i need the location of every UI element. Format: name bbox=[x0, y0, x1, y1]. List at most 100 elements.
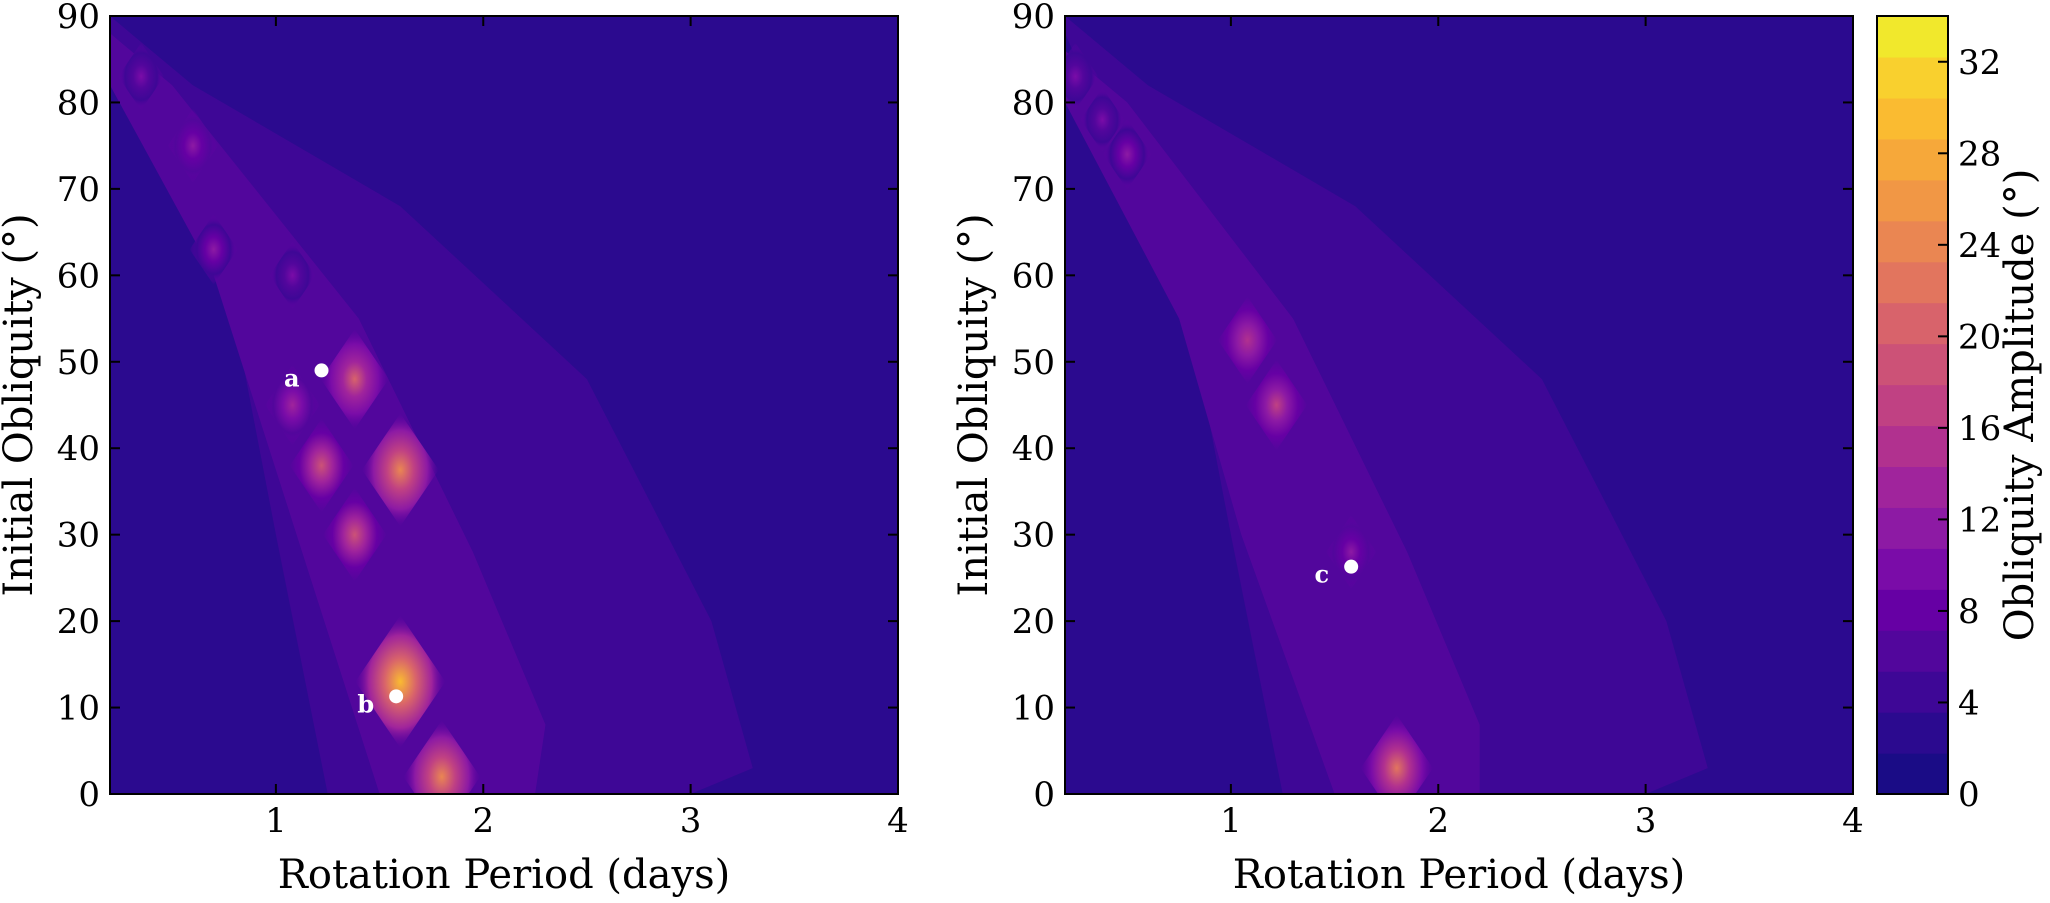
colorbar-band bbox=[1877, 753, 1948, 795]
point-label-a: a bbox=[284, 363, 300, 392]
colorbar-band bbox=[1877, 589, 1948, 631]
colorbar-band bbox=[1877, 712, 1948, 754]
colorbar-band bbox=[1877, 97, 1948, 140]
right-x-axis-label: Rotation Period (days) bbox=[1233, 852, 1685, 898]
contour-hotspot bbox=[167, 108, 219, 183]
contour-hotspot bbox=[189, 214, 238, 285]
y-tick-label: 80 bbox=[1012, 83, 1055, 123]
colorbar-tick-label: 16 bbox=[1958, 409, 2001, 449]
colorbar-band bbox=[1877, 630, 1948, 672]
y-tick-label: 70 bbox=[1012, 170, 1055, 210]
point-b bbox=[389, 689, 404, 704]
y-tick-label: 70 bbox=[57, 170, 100, 210]
contour-hotspot bbox=[1245, 359, 1308, 451]
point-label-c: c bbox=[1315, 560, 1330, 589]
colorbar-band bbox=[1877, 425, 1948, 468]
contour-hotspot bbox=[320, 329, 389, 430]
colorbar-band bbox=[1877, 384, 1948, 427]
left-y-axis-label: Initial Obliquity (°) bbox=[0, 213, 42, 596]
colorbar-band bbox=[1877, 507, 1948, 549]
colorbar-tick-label: 8 bbox=[1958, 592, 1980, 632]
contour-hotspot bbox=[1080, 87, 1125, 152]
colorbar: 0 4 8 12 16 20 24 28 32 Obliquity Amplitude (°) bbox=[1876, 15, 2043, 815]
x-tick-label: 2 bbox=[1427, 801, 1449, 841]
y-tick-label: 40 bbox=[57, 429, 100, 469]
colorbar-band bbox=[1877, 56, 1948, 99]
y-tick-label: 50 bbox=[1012, 343, 1055, 383]
left-points: ab bbox=[284, 363, 404, 718]
y-tick-label: 90 bbox=[57, 0, 100, 37]
x-tick-label: 2 bbox=[472, 801, 494, 841]
y-tick-label: 20 bbox=[57, 602, 100, 642]
contour-hotspot bbox=[289, 418, 354, 513]
contour-level-outer bbox=[1065, 16, 1708, 794]
contour-hotspot bbox=[1065, 42, 1099, 111]
colorbar-tick-label: 12 bbox=[1958, 500, 2001, 540]
contour-hotspot bbox=[355, 615, 446, 748]
colorbar-label: Obliquity Amplitude (°) bbox=[1997, 169, 2043, 642]
y-tick-label: 90 bbox=[1012, 0, 1055, 37]
contour-hotspot bbox=[361, 413, 439, 527]
x-tick-label: 3 bbox=[1635, 801, 1657, 841]
x-tick-label: 1 bbox=[265, 801, 287, 841]
right-points: c bbox=[1315, 559, 1359, 589]
colorbar-tick-label: 28 bbox=[1958, 134, 2001, 174]
left-contour-plot bbox=[110, 16, 898, 794]
y-tick-label: 10 bbox=[1012, 689, 1055, 729]
contour-hotspot bbox=[1326, 514, 1377, 589]
contour-hotspot bbox=[322, 487, 387, 582]
contour-hotspot bbox=[1103, 118, 1152, 190]
colorbar-band bbox=[1877, 16, 1948, 58]
left-x-axis-label: Rotation Period (days) bbox=[278, 852, 730, 898]
colorbar-band bbox=[1877, 343, 1948, 386]
y-tick-label: 40 bbox=[1012, 429, 1055, 469]
colorbar-band bbox=[1877, 179, 1948, 222]
contour-hotspot bbox=[403, 720, 481, 794]
y-tick-label: 20 bbox=[1012, 602, 1055, 642]
y-tick-label: 30 bbox=[57, 516, 100, 556]
colorbar-band bbox=[1877, 548, 1948, 590]
x-tick-label: 1 bbox=[1220, 801, 1242, 841]
colorbar-band bbox=[1877, 261, 1948, 304]
colorbar-frame bbox=[1876, 15, 1949, 795]
x-tick-label: 3 bbox=[680, 801, 702, 841]
x-tick-label: 4 bbox=[887, 801, 909, 841]
point-a bbox=[314, 363, 329, 378]
right-axes-frame bbox=[1064, 15, 1854, 795]
colorbar-ticks: 0 4 8 12 16 20 24 28 32 bbox=[1938, 43, 2001, 815]
colorbar-tick-label: 24 bbox=[1958, 226, 2001, 266]
colorbar-band bbox=[1877, 138, 1948, 181]
contour-hotspot bbox=[1217, 296, 1278, 384]
colorbar-bands bbox=[1877, 16, 1948, 795]
contour-hotspot bbox=[269, 241, 316, 310]
contour-hotspot bbox=[265, 364, 320, 446]
y-tick-label: 50 bbox=[57, 343, 100, 383]
colorbar-tick-label: 4 bbox=[1958, 683, 1980, 723]
y-tick-label: 60 bbox=[57, 256, 100, 296]
y-tick-label: 0 bbox=[1033, 775, 1055, 815]
x-tick-label: 4 bbox=[1842, 801, 1864, 841]
colorbar-band bbox=[1877, 302, 1948, 345]
y-tick-label: 30 bbox=[1012, 516, 1055, 556]
right-y-axis-label: Initial Obliquity (°) bbox=[951, 213, 997, 596]
colorbar-band bbox=[1877, 220, 1948, 263]
contour-hotspot bbox=[1360, 714, 1433, 794]
point-c bbox=[1344, 559, 1359, 574]
colorbar-tick-label: 0 bbox=[1958, 775, 1980, 815]
colorbar-band bbox=[1877, 671, 1948, 713]
colorbar-tick-label: 20 bbox=[1958, 317, 2001, 357]
colorbar-tick-label: 32 bbox=[1958, 43, 2001, 83]
right-contour-plot bbox=[1065, 16, 1853, 794]
left-axes-frame bbox=[109, 15, 899, 795]
y-tick-label: 80 bbox=[57, 83, 100, 123]
y-tick-label: 0 bbox=[78, 775, 100, 815]
y-tick-label: 60 bbox=[1012, 256, 1055, 296]
y-tick-label: 10 bbox=[57, 689, 100, 729]
contour-hotspot bbox=[118, 42, 165, 111]
point-label-b: b bbox=[357, 689, 374, 718]
